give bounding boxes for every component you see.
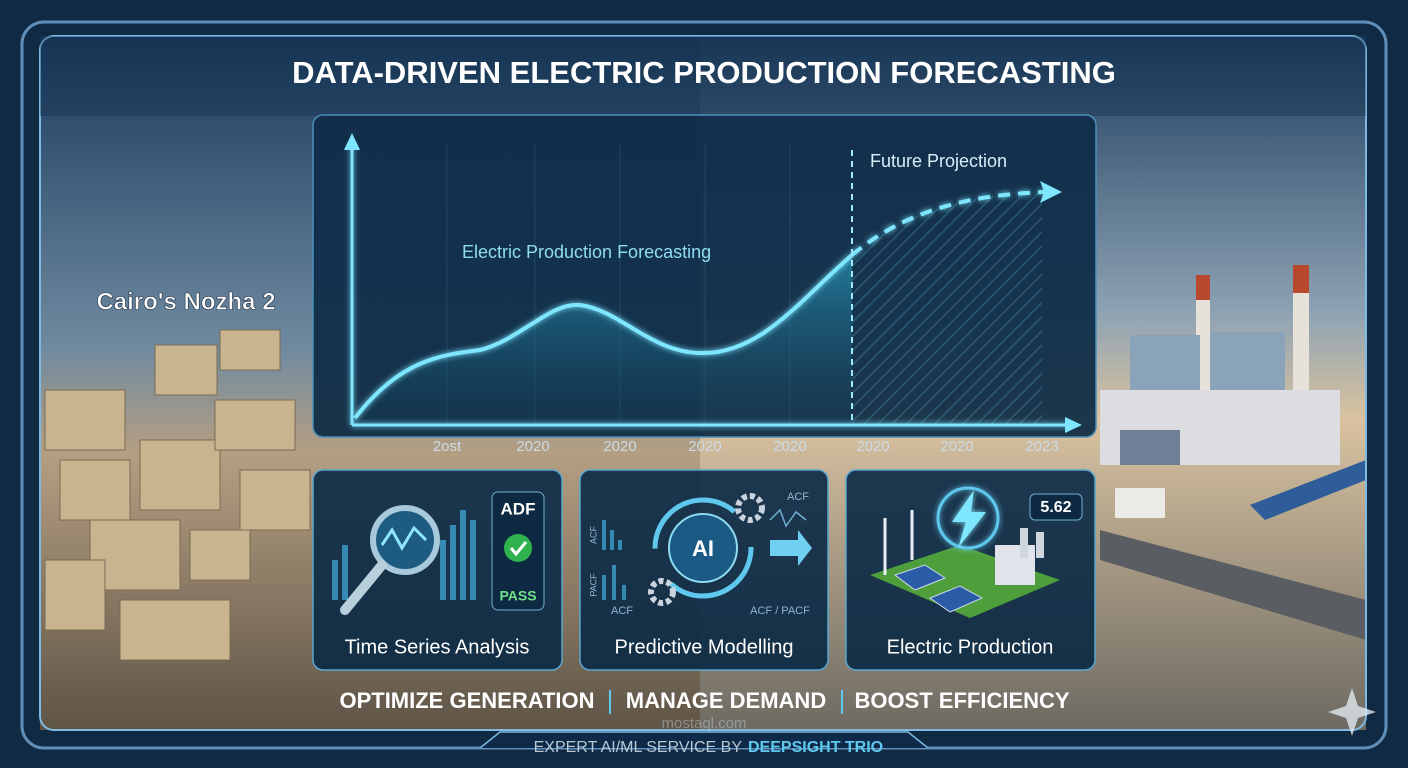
x-label: 2023: [1025, 438, 1058, 455]
icon-text: AI: [692, 536, 714, 561]
label: PACF: [588, 573, 598, 597]
label: ACF: [588, 525, 598, 544]
x-label: 2020: [603, 438, 636, 455]
x-label: 2ost: [433, 438, 462, 455]
tagline: OPTIMIZE GENERATION: [339, 688, 594, 713]
power-plant: [1100, 265, 1366, 640]
badge: PASS: [499, 588, 536, 604]
card-title: Electric Production: [887, 636, 1054, 658]
projection-area: [852, 192, 1042, 425]
watermark: mostaql.com: [661, 715, 746, 732]
label: ACF: [787, 491, 809, 503]
tagline: MANAGE DEMAND: [626, 688, 826, 713]
footer-brand: DEEPSIGHT TRIO: [748, 739, 883, 756]
city-buildings: [44, 329, 311, 661]
badge: ADF: [501, 499, 536, 518]
card: 5.62 Electric Production: [845, 469, 1096, 671]
label: ACF / PACF: [750, 605, 810, 617]
badge: 5.62: [1040, 499, 1071, 516]
sparkle: [1328, 688, 1376, 736]
inner-frame: [39, 35, 1367, 731]
series-label: Electric Production Forecasting: [462, 242, 711, 262]
x-label: 2020: [516, 438, 549, 455]
axes: [350, 145, 1070, 427]
title-band: [40, 36, 1366, 116]
projection-arrow: [1040, 181, 1062, 203]
history-area: [355, 255, 852, 425]
x-label: 2020: [856, 438, 889, 455]
x-axis-arrow: [1065, 417, 1082, 433]
projection-curve: [850, 190, 1046, 257]
card-title: Predictive Modelling: [615, 636, 794, 658]
card-title: Time Series Analysis: [345, 636, 530, 658]
footer-prefix: EXPERT AI/ML SERVICE BY: [534, 739, 743, 756]
x-label: 2020: [940, 438, 973, 455]
location-label: Cairo's Nozha 2: [96, 288, 275, 315]
taglines: OPTIMIZE GENERATION MANAGE DEMAND BOOST …: [339, 688, 1069, 713]
history-curve: [353, 253, 854, 420]
card: AI ACF PACF ACF ACF / PACF ACF Predictiv…: [579, 469, 829, 671]
y-axis-arrow: [344, 133, 360, 150]
title: DATA-DRIVEN ELECTRIC PRODUCTION FORECAST…: [292, 55, 1116, 90]
card: ADF PASS Time Series Analysis: [312, 469, 563, 671]
x-labels: 2ost 2020 2020 2020 2020 2020 2020 2023: [433, 438, 1059, 455]
x-label: 2020: [688, 438, 721, 455]
footer-tab: [479, 731, 929, 749]
projection-label: Future Projection: [870, 151, 1007, 171]
tagline: BOOST EFFICIENCY: [854, 688, 1069, 713]
x-label: 2020: [773, 438, 806, 455]
label: ACF: [611, 605, 633, 617]
